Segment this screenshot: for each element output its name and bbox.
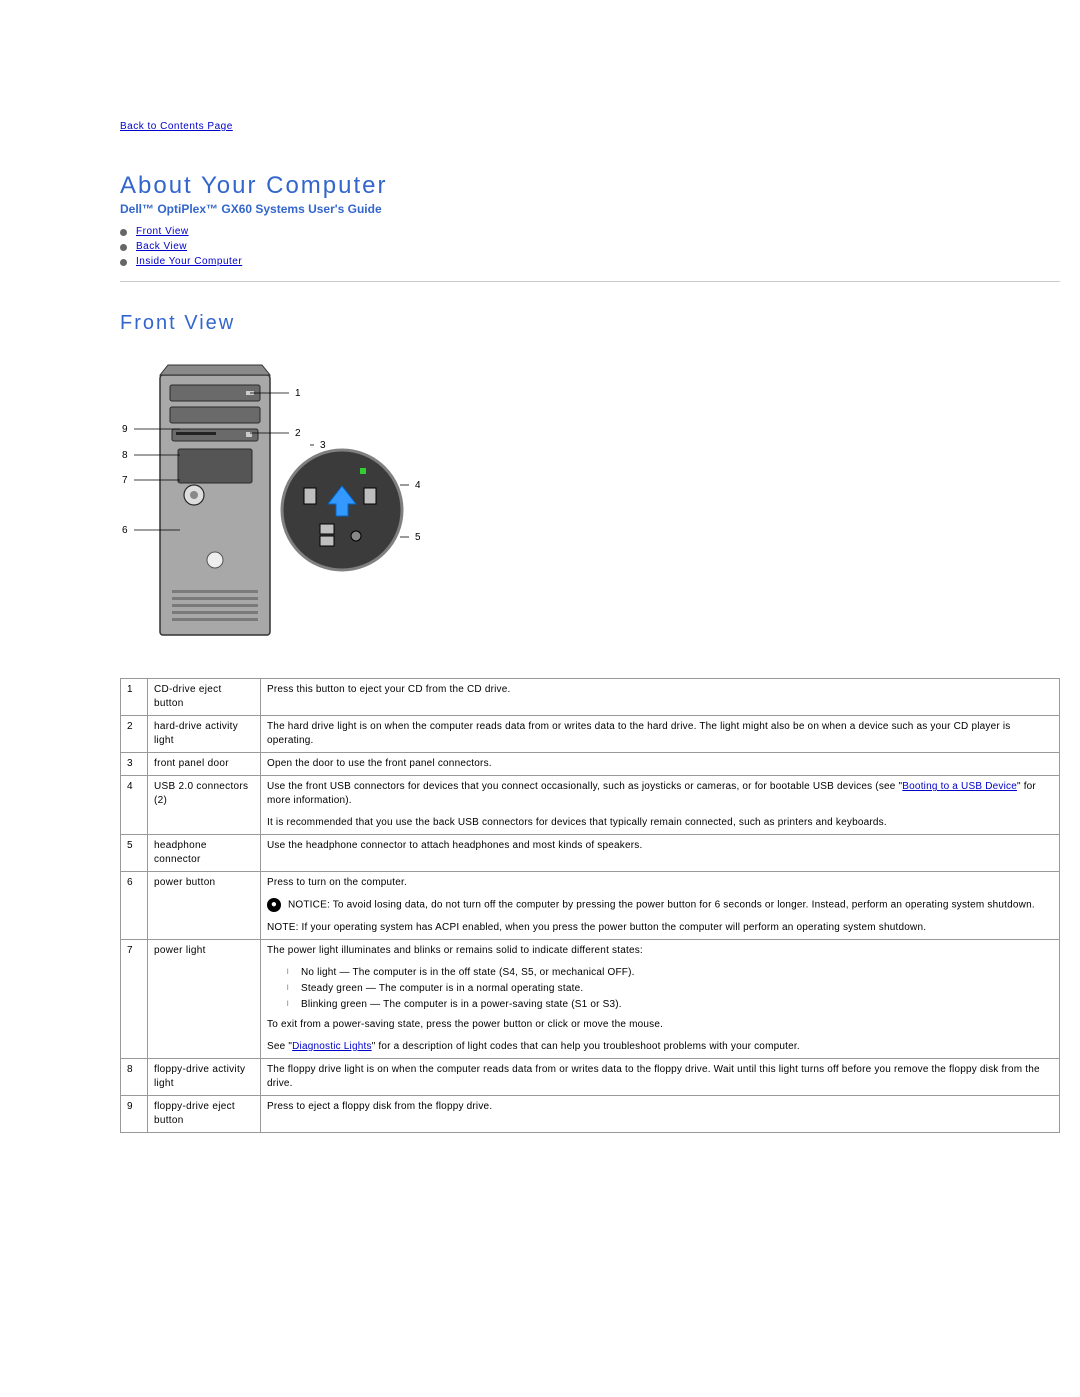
part-description: Use the headphone connector to attach he… (261, 835, 1060, 872)
table-row: 6power buttonPress to turn on the comput… (121, 872, 1060, 940)
part-name: USB 2.0 connectors (2) (148, 776, 261, 835)
toc-item: Back View (120, 241, 1060, 252)
toc-item: Front View (120, 226, 1060, 237)
toc-link-back-view[interactable]: Back View (136, 241, 187, 252)
part-name: CD-drive eject button (148, 679, 261, 716)
part-name: floppy-drive eject button (148, 1095, 261, 1132)
section-heading-front-view: Front View (120, 312, 1060, 335)
toc-item: Inside Your Computer (120, 256, 1060, 267)
part-number: 6 (121, 872, 148, 940)
part-number: 3 (121, 753, 148, 776)
table-row: 3front panel doorOpen the door to use th… (121, 753, 1060, 776)
part-name: floppy-drive activity light (148, 1058, 261, 1095)
part-number: 1 (121, 679, 148, 716)
table-row: 9floppy-drive eject buttonPress to eject… (121, 1095, 1060, 1132)
part-number: 4 (121, 776, 148, 835)
divider (120, 281, 1060, 282)
svg-text:6: 6 (122, 525, 128, 536)
part-description: The hard drive light is on when the comp… (261, 716, 1060, 753)
table-row: 7power lightThe power light illuminates … (121, 939, 1060, 1058)
part-description: Press to turn on the computer.● NOTICE: … (261, 872, 1060, 940)
table-row: 4USB 2.0 connectors (2)Use the front USB… (121, 776, 1060, 835)
part-description: Press to eject a floppy disk from the fl… (261, 1095, 1060, 1132)
svg-text:4: 4 (415, 480, 420, 491)
toc-list: Front View Back View Inside Your Compute… (120, 226, 1060, 267)
part-name: power light (148, 939, 261, 1058)
page-subtitle: Dell™ OptiPlex™ GX60 Systems User's Guid… (120, 202, 1060, 216)
notice-icon: ● (267, 898, 281, 912)
svg-text:1: 1 (295, 388, 301, 399)
front-view-diagram: 9 8 7 6 1 2 3 4 5 (120, 355, 1060, 648)
back-to-contents-link[interactable]: Back to Contents Page (120, 121, 233, 132)
part-description: Press this button to eject your CD from … (261, 679, 1060, 716)
part-description: Open the door to use the front panel con… (261, 753, 1060, 776)
page-container: Back to Contents Page About Your Compute… (0, 0, 1080, 1173)
part-description: The power light illuminates and blinks o… (261, 939, 1060, 1058)
svg-text:3: 3 (320, 440, 326, 451)
part-name: power button (148, 872, 261, 940)
part-name: headphone connector (148, 835, 261, 872)
part-description: The floppy drive light is on when the co… (261, 1058, 1060, 1095)
part-name: front panel door (148, 753, 261, 776)
part-number: 5 (121, 835, 148, 872)
part-number: 9 (121, 1095, 148, 1132)
part-name: hard-drive activity light (148, 716, 261, 753)
parts-table: 1CD-drive eject buttonPress this button … (120, 678, 1060, 1133)
svg-text:2: 2 (295, 428, 301, 439)
part-number: 2 (121, 716, 148, 753)
svg-text:5: 5 (415, 532, 420, 543)
diagram-svg: 9 8 7 6 1 2 3 4 5 (120, 355, 420, 645)
part-number: 7 (121, 939, 148, 1058)
table-row: 1CD-drive eject buttonPress this button … (121, 679, 1060, 716)
toc-link-inside-computer[interactable]: Inside Your Computer (136, 256, 242, 267)
link-diagnostic-lights[interactable]: Diagnostic Lights (292, 1041, 372, 1052)
page-title: About Your Computer (120, 172, 1060, 200)
svg-text:7: 7 (122, 475, 128, 486)
part-description: Use the front USB connectors for devices… (261, 776, 1060, 835)
table-row: 2hard-drive activity lightThe hard drive… (121, 716, 1060, 753)
part-number: 8 (121, 1058, 148, 1095)
table-row: 8floppy-drive activity lightThe floppy d… (121, 1058, 1060, 1095)
table-row: 5headphone connectorUse the headphone co… (121, 835, 1060, 872)
svg-text:9: 9 (122, 424, 128, 435)
svg-text:8: 8 (122, 450, 128, 461)
toc-link-front-view[interactable]: Front View (136, 226, 189, 237)
link-booting-usb[interactable]: Booting to a USB Device (902, 781, 1017, 792)
